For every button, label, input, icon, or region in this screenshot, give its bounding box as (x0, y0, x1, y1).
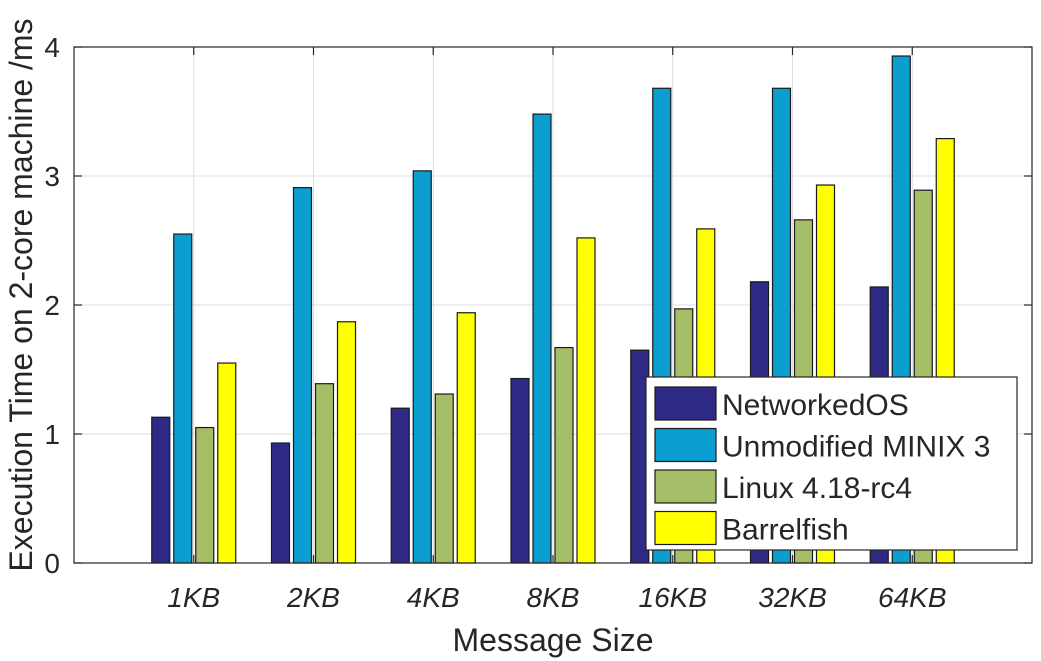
bar (314, 383, 335, 564)
bar (151, 416, 171, 564)
x-tick-label: 16KB (639, 582, 708, 613)
y-axis-label: Execution Time on 2-core machine /ms (3, 18, 39, 571)
legend-swatch (654, 469, 717, 504)
y-tick-label: 1 (44, 419, 60, 450)
bar (554, 346, 574, 564)
bar (336, 321, 357, 564)
bar (412, 170, 432, 564)
legend-label: NetworkedOS (722, 389, 909, 422)
bar (173, 233, 193, 564)
bar (390, 407, 410, 564)
x-tick-label: 1KB (167, 582, 220, 613)
legend-label: Barrelfish (722, 514, 849, 547)
x-tick-label: 4KB (407, 582, 460, 613)
bar (510, 377, 530, 564)
bar (532, 113, 552, 564)
y-tick-label: 4 (44, 32, 60, 63)
x-axis-label: Message Size (453, 622, 654, 658)
x-tick-label: 8KB (527, 582, 580, 613)
legend-label: Linux 4.18-rc4 (722, 472, 912, 505)
legend-swatch (654, 386, 717, 421)
x-tick-label: 64KB (878, 582, 947, 613)
legend-swatch (654, 427, 717, 463)
legend: NetworkedOS Unmodified MINIX 3 Linux 4.18-… (645, 376, 1018, 551)
bar (576, 237, 596, 564)
bar (434, 393, 454, 564)
legend-swatch (654, 510, 717, 546)
bar (195, 426, 215, 564)
bar (292, 187, 313, 564)
bar (217, 362, 237, 564)
y-tick-label: 2 (44, 290, 60, 321)
x-tick-label: 2KB (286, 582, 340, 613)
bar (270, 442, 291, 564)
y-tick-label: 3 (44, 161, 60, 192)
bar (456, 312, 476, 564)
x-axis-ticks: 1KB 2KB 4KB 8KB 16KB 32KB 64KB (167, 47, 947, 613)
y-tick-label: 0 (44, 548, 60, 579)
legend-label: Unmodified MINIX 3 (722, 431, 990, 464)
y-axis-ticks: 0 1 2 3 4 (44, 32, 1032, 579)
x-tick-label: 32KB (758, 582, 827, 613)
